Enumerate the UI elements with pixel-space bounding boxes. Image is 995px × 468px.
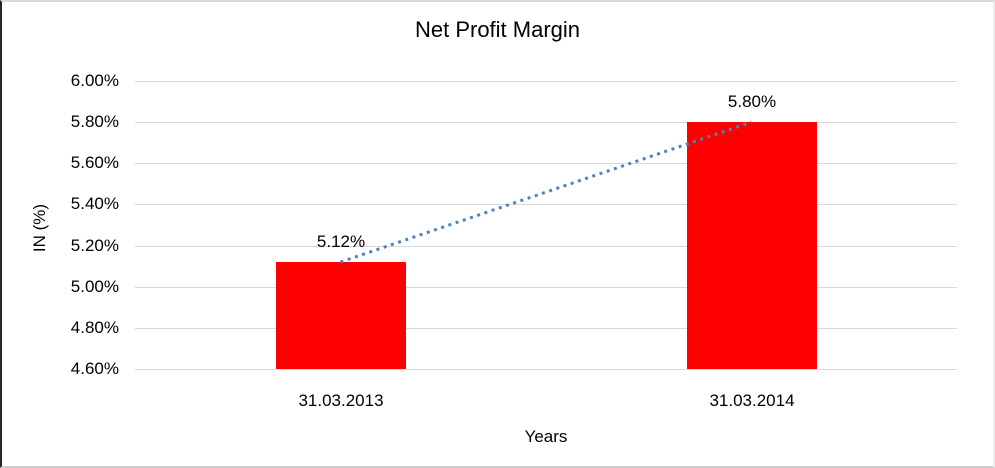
y-axis-tick-label: 4.60% [70, 359, 119, 378]
bar-31.03.2013 [276, 262, 406, 369]
gridline [135, 122, 957, 123]
data-label: 5.12% [316, 232, 366, 251]
x-axis-title: Years [524, 427, 568, 446]
y-axis-tick-label: 5.20% [70, 236, 119, 255]
gridline [135, 163, 957, 164]
x-axis-tick-label: 31.03.2014 [709, 391, 795, 410]
y-axis-tick-label: 4.80% [70, 318, 119, 337]
gridline [135, 81, 957, 82]
y-axis-tick-label: 5.00% [70, 277, 119, 296]
data-label: 5.80% [727, 92, 777, 111]
gridline [135, 204, 957, 205]
bar-31.03.2014 [687, 122, 817, 369]
gridline [135, 369, 957, 370]
y-axis-tick-label: 5.80% [70, 112, 119, 131]
x-axis-tick-label: 31.03.2013 [298, 391, 384, 410]
y-axis-tick-label: 5.40% [70, 194, 119, 213]
y-axis-tick-label: 5.60% [70, 153, 119, 172]
gridline [135, 328, 957, 329]
gridline [135, 246, 957, 247]
gridline [135, 287, 957, 288]
y-axis-tick-label: 6.00% [70, 71, 119, 90]
chart-title: Net Profit Margin [414, 17, 581, 42]
